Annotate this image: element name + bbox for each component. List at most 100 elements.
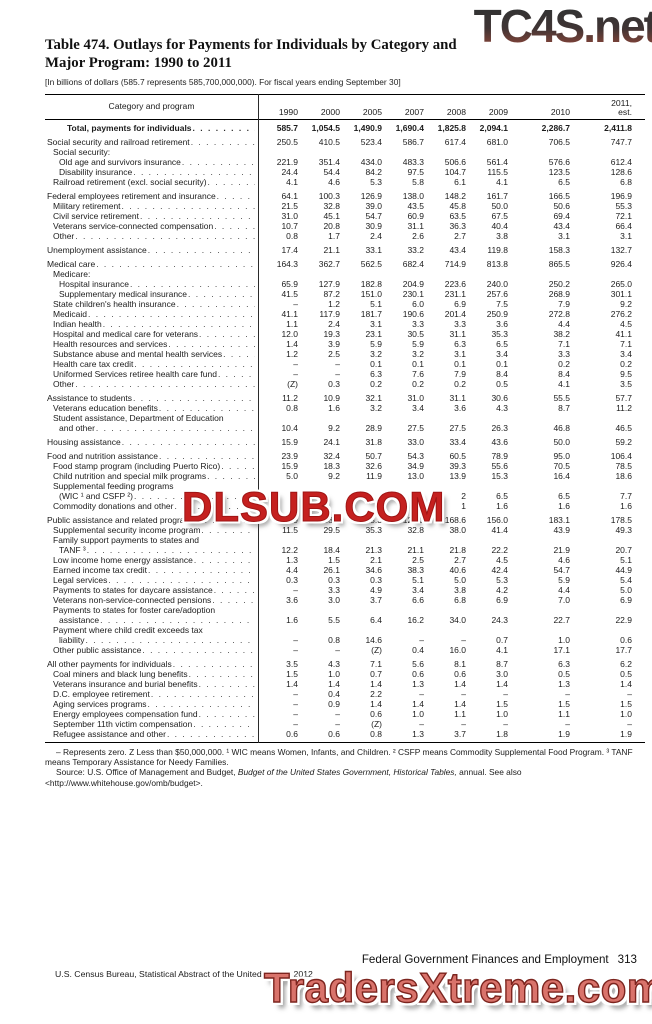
cell-value: – bbox=[461, 718, 466, 729]
cell-value: 1,690.4 bbox=[395, 122, 424, 133]
cell-value: 6.8 bbox=[454, 594, 466, 605]
row-label: assistance bbox=[59, 614, 100, 625]
cell-value: 5.1 bbox=[370, 298, 382, 309]
dot-leader bbox=[148, 699, 255, 709]
table-row: Payments to states for daycare assistanc… bbox=[45, 585, 645, 595]
cell-value: 7.9 bbox=[558, 298, 570, 309]
cell-value: 15.9 bbox=[281, 460, 298, 471]
cell-value: 681.0 bbox=[486, 136, 508, 147]
cell-value: 0.6 bbox=[620, 634, 632, 645]
cell-value: 178.5 bbox=[610, 514, 632, 525]
cell-value: 16.4 bbox=[553, 470, 570, 481]
cell-value: 813.8 bbox=[486, 258, 508, 269]
cell-value: 26.3 bbox=[491, 422, 508, 433]
cell-value: 95.0 bbox=[553, 450, 570, 461]
cell-value: 1.5 bbox=[286, 668, 298, 679]
cell-value: 54.3 bbox=[407, 450, 424, 461]
cell-value: 4.5 bbox=[620, 318, 632, 329]
cell-value: 34.0 bbox=[449, 614, 466, 625]
cell-value: 132.7 bbox=[610, 244, 632, 255]
cell-value: 59.2 bbox=[615, 436, 632, 447]
cell-value: 127.9 bbox=[318, 278, 340, 289]
cell-value: 8.4 bbox=[496, 368, 508, 379]
row-label: Earned income tax credit bbox=[53, 564, 148, 575]
table-row: Disability insurance 24.4 54.4 84.2 97.5 104.… bbox=[45, 167, 645, 177]
cell-value: 4.5 bbox=[496, 554, 508, 565]
cell-value: 0.1 bbox=[370, 358, 382, 369]
dot-leader bbox=[159, 403, 255, 413]
cell-value: 22.7 bbox=[553, 614, 570, 625]
dot-leader bbox=[199, 679, 255, 689]
cell-value: 6.3 bbox=[454, 338, 466, 349]
row-label: Energy employees compensation fund bbox=[53, 708, 198, 719]
cell-value: 138.0 bbox=[402, 190, 424, 201]
cell-value: 16.0 bbox=[449, 644, 466, 655]
cell-value: 3.5 bbox=[286, 658, 298, 669]
row-label: Payments to states for foster care/adopt… bbox=[53, 604, 216, 615]
table-row: Federal employees retirement and insuran… bbox=[45, 191, 645, 201]
row-label: Indian health bbox=[53, 318, 102, 329]
cell-value: 410.5 bbox=[318, 136, 340, 147]
cell-value: 1.4 bbox=[328, 678, 340, 689]
cell-value: 3.4 bbox=[412, 402, 424, 413]
cell-value: 1.3 bbox=[286, 554, 298, 565]
cell-value: – bbox=[503, 688, 508, 699]
cell-value: 483.3 bbox=[402, 156, 424, 167]
dot-leader bbox=[212, 595, 255, 605]
cell-value: 14.6 bbox=[365, 634, 382, 645]
cell-value: 64.1 bbox=[281, 190, 298, 201]
row-label: Refugee assistance and other bbox=[53, 728, 166, 739]
cell-value: 104.7 bbox=[444, 166, 466, 177]
cell-value: 31.1 bbox=[449, 392, 466, 403]
cell-value: 183.1 bbox=[548, 514, 570, 525]
cell-value: – bbox=[335, 718, 340, 729]
cell-value: 265.0 bbox=[610, 278, 632, 289]
row-label: Veterans non-service-connected pensions bbox=[53, 594, 212, 605]
cell-value: 5.0 bbox=[454, 574, 466, 585]
cell-value: 3.1 bbox=[558, 230, 570, 241]
year-header: 2009 bbox=[488, 107, 508, 117]
cell-value: 151.0 bbox=[360, 288, 382, 299]
header-category: Category and program bbox=[108, 101, 195, 111]
cell-value: 3.1 bbox=[370, 318, 382, 329]
table-row: Housing assistance 15.9 24.1 31.8 33.0 33.4 43… bbox=[45, 437, 645, 447]
cell-value: 0.7 bbox=[370, 668, 382, 679]
cell-value: 38.2 bbox=[553, 328, 570, 339]
cell-value: 43.9 bbox=[553, 524, 570, 535]
year-header: 2005 bbox=[362, 107, 382, 117]
cell-value: 4.1 bbox=[286, 176, 298, 187]
year-header: 1990 bbox=[278, 107, 298, 117]
cell-value: 4.3 bbox=[328, 658, 340, 669]
cell-value: 3.3 bbox=[328, 584, 340, 595]
cell-value: 40.4 bbox=[491, 220, 508, 231]
cell-value: 5.1 bbox=[620, 554, 632, 565]
cell-value: 1,825.8 bbox=[437, 122, 466, 133]
dot-leader bbox=[122, 437, 255, 447]
cell-value: 0.3 bbox=[370, 574, 382, 585]
cell-value: 34.6 bbox=[365, 564, 382, 575]
cell-value: 585.7 bbox=[276, 122, 298, 133]
row-label: Medical care bbox=[47, 258, 96, 269]
table-row: Veterans education benefits 0.8 1.6 3.2 3.4 3… bbox=[45, 403, 645, 413]
cell-value: 272.8 bbox=[548, 308, 570, 319]
cell-value: 0.2 bbox=[454, 378, 466, 389]
year-header: 2000 bbox=[320, 107, 340, 117]
cell-value: 3.7 bbox=[370, 594, 382, 605]
cell-value: 29.5 bbox=[323, 524, 340, 535]
table-row: Veterans insurance and burial benefits 1.… bbox=[45, 679, 645, 689]
table-row: Social security and railroad retirement 2… bbox=[45, 137, 645, 147]
cell-value: – bbox=[293, 708, 298, 719]
cell-value: 35.3 bbox=[491, 328, 508, 339]
cell-value: 182.8 bbox=[360, 278, 382, 289]
cell-value: 0.8 bbox=[328, 634, 340, 645]
cell-value: 30.5 bbox=[407, 328, 424, 339]
cell-value: 5.9 bbox=[412, 338, 424, 349]
cell-value: 6.9 bbox=[454, 298, 466, 309]
cell-value: 5.9 bbox=[370, 338, 382, 349]
cell-value: 1 bbox=[461, 500, 466, 511]
cell-value: 10.7 bbox=[281, 220, 298, 231]
row-label: All other payments for individuals bbox=[47, 658, 172, 669]
cell-value: 10.9 bbox=[323, 392, 340, 403]
row-label: Railroad retirement (excl. social securi… bbox=[53, 176, 207, 187]
cell-value: 0.9 bbox=[328, 698, 340, 709]
